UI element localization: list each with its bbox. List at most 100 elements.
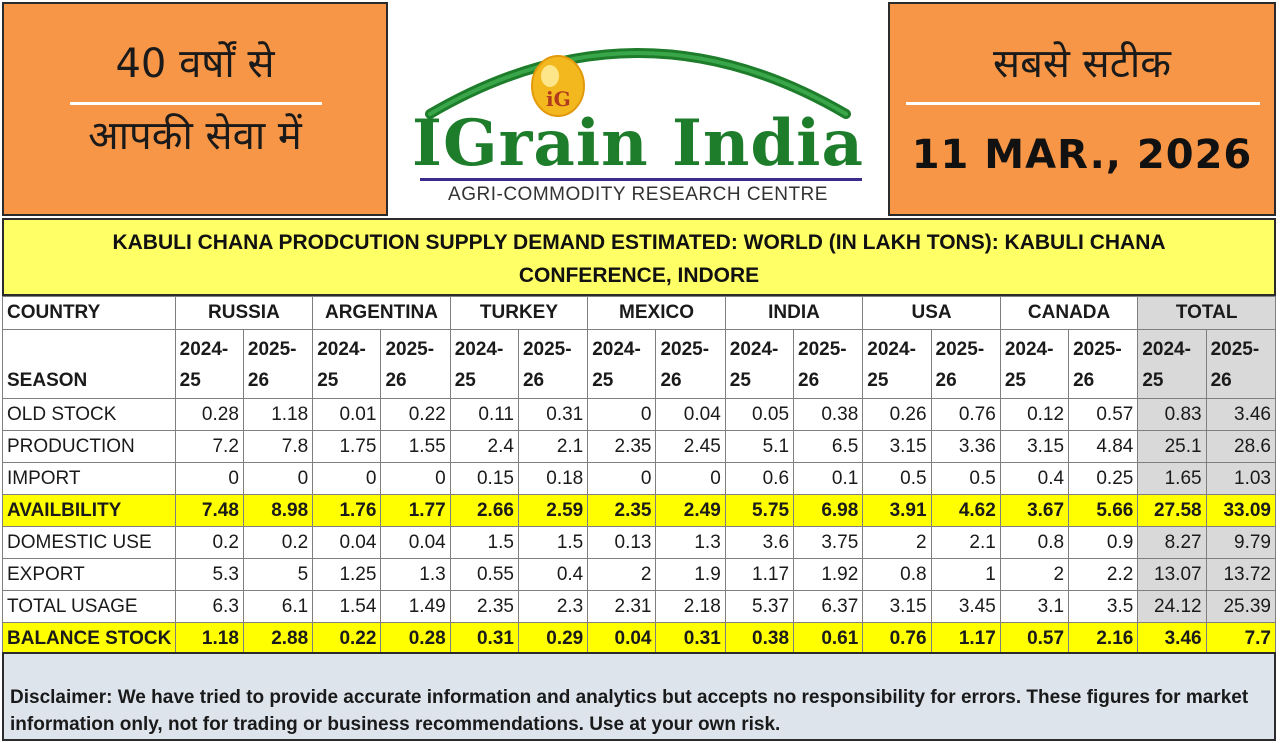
value-cell: 1.17 [930,622,1001,655]
table-row: TOTAL USAGE 6.3 6.1 1.54 1.49 2.35 2.3 2.31 2.18… [2,590,1277,623]
value-cell: 6.37 [793,590,864,623]
value-cell: 3.36 [930,430,1001,463]
season-2025-26: 2025-26 [793,329,864,399]
value-cell: 0.29 [517,622,589,655]
value-cell: 33.09 [1205,494,1277,527]
table-row: BALANCE STOCK 1.18 2.88 0.22 0.28 0.31 0.29 0.0… [2,622,1277,655]
value-cell: 1.65 [1137,462,1207,495]
value-cell: 7.8 [242,430,314,463]
value-cell: 0.83 [1137,398,1207,431]
value-cell: 0 [312,462,382,495]
row-label: IMPORT [2,462,176,495]
value-cell: 0.4 [517,558,589,591]
value-cell: 1.92 [793,558,864,591]
value-cell: 0.2 [242,526,314,559]
value-cell: 0 [242,462,314,495]
brand-name: IGrain India [412,106,864,181]
value-cell: 1.17 [724,558,795,591]
supply-demand-table: COUNTRY RUSSIA ARGENTINA TURKEY MEXICO INDIA U… [2,296,1277,655]
value-cell: 0.6 [724,462,795,495]
value-cell: 2.3 [517,590,589,623]
value-cell: 13.72 [1205,558,1277,591]
row-label: DOMESTIC USE [2,526,176,559]
value-cell: 0.15 [449,462,519,495]
value-cell: 1.49 [380,590,451,623]
season-2024-25: 2024-25 [724,329,795,399]
value-cell: 2.88 [242,622,314,655]
disclaimer: Disclaimer: We have tried to provide acc… [10,687,1249,735]
table-row: DOMESTIC USE 0.2 0.2 0.04 0.04 1.5 1.5 0.13 1.3 3… [2,526,1277,559]
report-date: 11 MAR., 2026 [911,132,1253,178]
value-cell: 1.3 [655,526,726,559]
value-cell: 0.76 [862,622,932,655]
value-cell: 2.2 [1068,558,1139,591]
logo: iG IGrain India AGRI-COMMODITY RESEARCH … [390,2,886,216]
divider [906,102,1260,105]
value-cell: 0.2 [174,526,244,559]
value-cell: 0.57 [999,622,1070,655]
country-header: COUNTRY [2,296,176,330]
country-india: INDIA [724,296,864,330]
value-cell: 0 [380,462,451,495]
value-cell: 3.15 [862,430,932,463]
value-cell: 0.8 [999,526,1070,559]
value-cell: 1.77 [380,494,451,527]
row-label: OLD STOCK [2,398,176,431]
header-left-panel: 40 वर्षों से आपकी सेवा में [2,2,388,216]
value-cell: 2 [862,526,932,559]
country-usa: USA [862,296,1001,330]
title-line-1: KABULI CHANA PRODCUTION SUPPLY DEMAND ES… [112,231,1166,254]
value-cell: 1.55 [380,430,451,463]
value-cell: 0.8 [862,558,932,591]
logo-emblem-text: iG [546,87,571,111]
value-cell: 1.18 [242,398,314,431]
value-cell: 4.84 [1068,430,1139,463]
season-2025-26: 2025-26 [1205,329,1277,399]
value-cell: 6.1 [242,590,314,623]
value-cell: 5.75 [724,494,795,527]
value-cell: 2.35 [449,590,519,623]
value-cell: 0.11 [449,398,519,431]
value-cell: 0.28 [174,398,244,431]
season-2025-26: 2025-26 [380,329,451,399]
season-2025-26: 2025-26 [655,329,726,399]
value-cell: 8.27 [1137,526,1207,559]
header-right-panel: सबसे सटीक 11 MAR., 2026 [888,2,1276,216]
value-cell: 7.2 [174,430,244,463]
value-cell: 1.18 [174,622,244,655]
value-cell: 2.1 [517,430,589,463]
country-turkey: TURKEY [449,296,589,330]
value-cell: 0.57 [1068,398,1139,431]
value-cell: 0.38 [724,622,795,655]
value-cell: 0.04 [655,398,726,431]
table-row: IMPORT 0 0 0 0 0.15 0.18 0 0 0.6 0.1 0.5 0.5 0.4 0.25 1… [2,462,1277,495]
value-cell: 0.1 [793,462,864,495]
value-cell: 0.01 [312,398,382,431]
row-label: EXPORT [2,558,176,591]
value-cell: 3.45 [930,590,1001,623]
season-2024-25: 2024-25 [449,329,519,399]
row-label: BALANCE STOCK [2,622,176,655]
value-cell: 0.04 [380,526,451,559]
value-cell: 3.75 [793,526,864,559]
season-2025-26: 2025-26 [1068,329,1139,399]
value-cell: 7.48 [174,494,244,527]
row-label: TOTAL USAGE [2,590,176,623]
value-cell: 3.46 [1137,622,1207,655]
value-cell: 0.55 [449,558,519,591]
value-cell: 2.59 [517,494,589,527]
country-total: TOTAL [1137,296,1276,330]
value-cell: 1.25 [312,558,382,591]
header: 40 वर्षों से आपकी सेवा में iG IGrain Ind… [0,0,1280,218]
country-header-row: COUNTRY RUSSIA ARGENTINA TURKEY MEXICO INDIA U… [2,296,1276,330]
value-cell: 0.38 [793,398,864,431]
value-cell: 1.75 [312,430,382,463]
value-cell: 0 [587,462,657,495]
season-header: SEASON [2,329,176,399]
value-cell: 0.25 [1068,462,1139,495]
value-cell: 3.67 [999,494,1070,527]
value-cell: 0.31 [517,398,589,431]
tagline-service: आपकी सेवा में [88,113,302,159]
value-cell: 0 [174,462,244,495]
value-cell: 2.1 [930,526,1001,559]
